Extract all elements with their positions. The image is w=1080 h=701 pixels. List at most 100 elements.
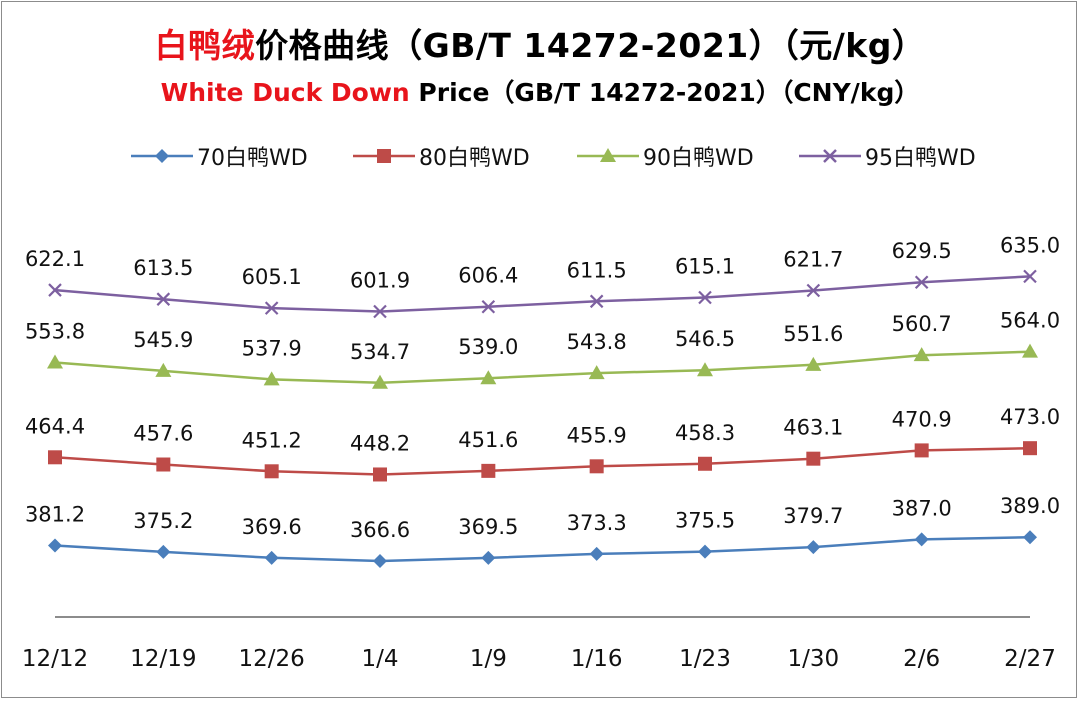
data-point-triangle [155,362,172,377]
legend-item-series-1: 70白鸭WD [131,139,308,173]
data-point-diamond [698,544,712,559]
data-point-square [1023,441,1037,456]
legend-label-series-2: 80白鸭WD [419,146,530,171]
data-label: 375.2 [133,509,193,533]
legend-item-series-2: 80白鸭WD [353,139,530,173]
data-point-cross [264,301,279,315]
chart-subtitle: White Duck Down Price（GB/T 14272-2021）（C… [0,76,1080,110]
data-point-triangle [913,347,930,362]
data-label: 622.1 [25,247,85,271]
x-tick-label: 1/30 [788,646,840,672]
data-label: 373.3 [567,511,627,535]
data-label: 615.1 [675,255,735,279]
series-line-4 [54,275,1031,313]
legend-item-series-4: 95白鸭WD [799,139,976,173]
data-point-diamond [1023,530,1037,545]
data-point-diamond [373,554,387,568]
data-point-cross [806,283,821,298]
data-point-diamond [806,540,821,555]
data-point-cross [373,304,387,319]
data-label: 451.2 [242,428,302,452]
data-label: 553.8 [25,320,85,344]
data-point-triangle [588,365,605,380]
data-label: 389.0 [1000,494,1060,518]
data-label: 539.0 [458,335,518,359]
data-point-diamond [264,550,279,565]
data-label: 551.6 [783,322,843,346]
data-label: 629.5 [892,239,952,263]
data-label: 381.2 [25,503,85,527]
chart-title: 白鸭绒价格曲线（GB/T 14272-2021）（元/kg） [0,24,1080,68]
data-point-cross [698,290,712,305]
data-label: 448.2 [350,431,410,455]
legend-item-series-3: 90白鸭WD [577,139,754,173]
data-point-triangle [47,354,63,369]
data-point-diamond [48,538,62,553]
data-point-square [48,450,62,465]
data-point-cross [48,283,62,297]
legend-marker-diamond [131,149,193,163]
data-label: 635.0 [1000,233,1060,257]
data-label: 455.9 [567,423,627,447]
data-label: 545.9 [133,328,193,352]
data-point-triangle [1022,343,1038,358]
data-point-cross [481,299,496,314]
data-label: 473.0 [1000,405,1060,429]
x-tick-label: 1/9 [470,646,507,672]
chart-subtitle-rest: Price（GB/T 14272-2021）（CNY/kg） [409,78,920,107]
data-point-triangle [263,371,280,386]
data-point-cross [1023,269,1037,284]
data-point-square [698,456,712,471]
x-tick-label: 1/23 [679,646,731,672]
x-tick-label: 12/12 [22,646,88,672]
chart-legend: 70白鸭WD 80白鸭WD 90白鸭WD 95白鸭WD [0,139,1080,173]
data-point-diamond [481,550,496,565]
chart-subtitle-highlight: White Duck Down [160,78,410,107]
data-label: 560.7 [892,312,952,336]
series-line-2 [54,446,1031,476]
legend-marker-cross [799,149,861,163]
data-label: 613.5 [133,256,193,280]
data-label: 564.0 [1000,309,1060,333]
data-label: 366.6 [350,518,410,542]
data-label: 606.4 [458,264,518,288]
data-point-square [481,463,496,478]
data-label: 464.4 [25,414,85,438]
data-point-diamond [156,544,171,559]
data-label: 470.9 [892,407,952,431]
data-label: 537.9 [242,336,302,360]
data-label: 543.8 [567,330,627,354]
x-tick-label: 2/27 [1004,646,1056,672]
data-point-square [373,467,387,482]
data-label: 601.9 [350,268,410,292]
series-line-1 [54,535,1031,563]
data-label: 375.5 [675,509,735,533]
data-point-triangle [805,356,822,371]
data-label: 369.6 [242,515,302,539]
data-point-square [806,451,821,466]
data-point-square [914,443,929,458]
data-point-square [264,464,279,479]
x-tick-label: 12/19 [130,646,196,672]
data-label: 534.7 [350,340,410,364]
data-point-triangle [697,362,713,377]
data-point-cross [589,294,604,309]
chart-title-highlight: 白鸭绒 [154,26,256,65]
x-tick-label: 2/6 [903,646,940,672]
chart-title-rest: 价格曲线（GB/T 14272-2021）（元/kg） [255,26,926,65]
x-tick-label: 1/16 [571,646,623,672]
data-point-diamond [914,532,929,547]
data-point-triangle [372,374,388,389]
data-point-triangle [480,370,497,385]
data-point-square [156,457,171,472]
data-point-cross [914,275,929,290]
data-label: 621.7 [783,248,843,272]
series-line-3 [54,350,1031,385]
data-point-diamond [589,546,604,561]
data-label: 463.1 [783,416,843,440]
x-tick-label: 12/26 [239,646,305,672]
data-label: 458.3 [675,421,735,445]
data-label: 451.6 [458,428,518,452]
